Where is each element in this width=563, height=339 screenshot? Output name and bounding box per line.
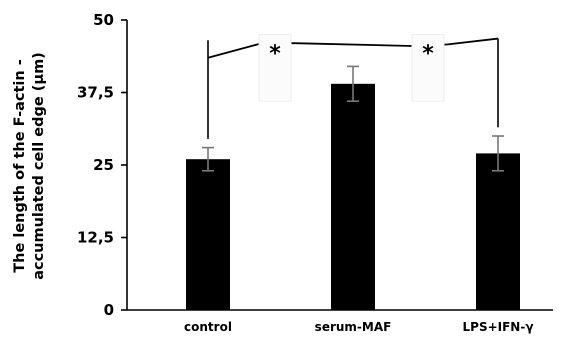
y-tick-label: 25 (93, 156, 114, 174)
x-tick-label: serum-MAF (315, 320, 392, 334)
y-tick-label: 37,5 (77, 84, 114, 102)
y-tick-label: 0 (104, 301, 114, 319)
y-tick-label: 12,5 (77, 229, 114, 247)
y-axis-label-line-2: accumulated cell edge (µm) (31, 52, 47, 280)
x-tick-label: LPS+IFN-γ (463, 320, 534, 334)
bar (331, 83, 375, 310)
y-axis-label: The length of the F-actin - accumulated … (12, 52, 47, 280)
x-tick-label: control (184, 320, 232, 334)
significance-bracket-line (207, 37, 499, 59)
significance-star: * (422, 42, 434, 67)
bar (186, 159, 230, 310)
significance-marker-halo (258, 34, 292, 102)
bar (476, 153, 520, 310)
significance-star: * (269, 42, 281, 67)
y-axis-label-line-1: The length of the F-actin - (12, 59, 28, 273)
y-tick-label: 50 (93, 11, 114, 29)
significance-marker-halo (411, 34, 445, 102)
plot-area: 0 12,5 25 37,5 50 control serum-MAF LPS+IFN-γ * * (77, 11, 553, 334)
